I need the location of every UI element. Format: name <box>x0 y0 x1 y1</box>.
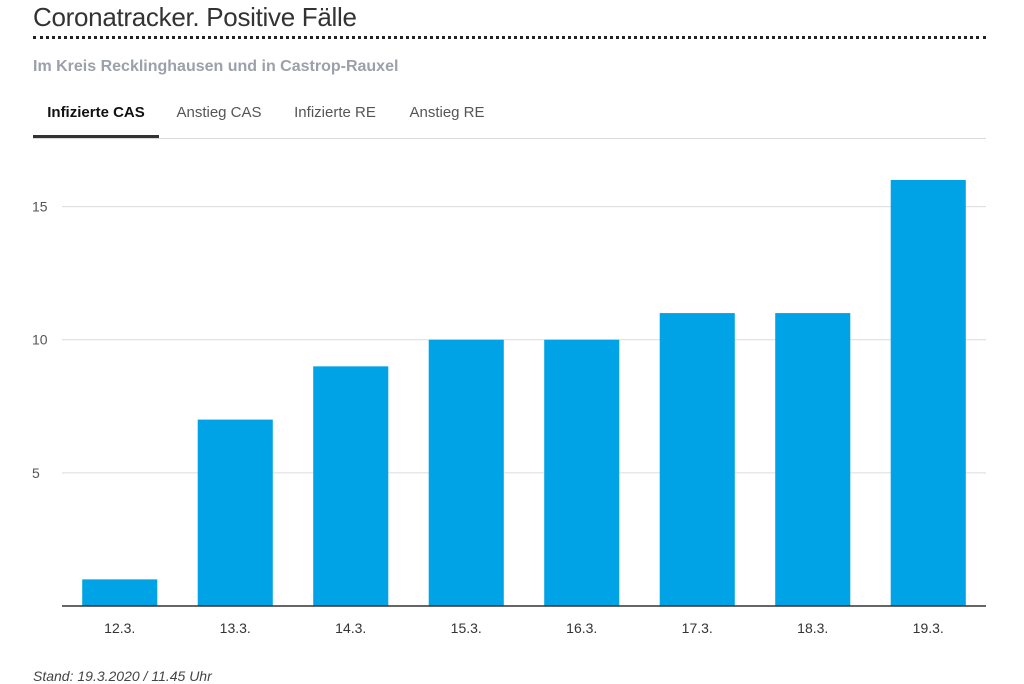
y-tick-label: 15 <box>32 199 48 215</box>
bar-14-3 <box>313 366 389 606</box>
tab-anstieg-re[interactable]: Anstieg RE <box>409 104 485 121</box>
x-tick-label: 12.3. <box>104 620 135 636</box>
x-tick-label: 17.3. <box>682 620 713 636</box>
bar-chart: 5 10 15 12.3. 13.3. 14.3. 15.3. 16.3. 17.3. 18.3.… <box>32 179 986 636</box>
bar-12-3 <box>82 579 158 606</box>
bar-13-3 <box>197 419 273 606</box>
chart-subtitle: Im Kreis Recklinghausen und in Castrop-R… <box>33 58 399 75</box>
bar-17-3 <box>659 313 735 606</box>
x-tick-label: 18.3. <box>797 620 828 636</box>
bar-layer <box>82 179 966 606</box>
x-tick-label: 15.3. <box>451 620 482 636</box>
x-tick-label: 16.3. <box>566 620 597 636</box>
tab-bar: Infizierte CAS Anstieg CAS Infizierte RE… <box>33 100 986 139</box>
x-tick-label: 14.3. <box>335 620 366 636</box>
title-divider <box>33 36 986 39</box>
y-tick-label: 10 <box>32 332 48 348</box>
x-tick-label: 19.3. <box>913 620 944 636</box>
tab-anstieg-cas[interactable]: Anstieg CAS <box>176 104 262 121</box>
tab-infizierte-cas[interactable]: Infizierte CAS <box>33 100 159 138</box>
tab-infizierte-re[interactable]: Infizierte RE <box>294 104 376 121</box>
bar-19-3 <box>890 179 966 606</box>
chart-title: Coronatracker. Positive Fälle <box>33 2 357 32</box>
x-tick-label: 13.3. <box>220 620 251 636</box>
bar-15-3 <box>428 339 504 606</box>
label-layer: 5 10 15 12.3. 13.3. 14.3. 15.3. 16.3. 17.3. 18.3.… <box>32 199 944 636</box>
bar-16-3 <box>544 339 620 606</box>
y-tick-label: 5 <box>32 465 40 481</box>
data-timestamp-note: Stand: 19.3.2020 / 11.45 Uhr <box>33 668 212 684</box>
bar-18-3 <box>775 313 851 606</box>
